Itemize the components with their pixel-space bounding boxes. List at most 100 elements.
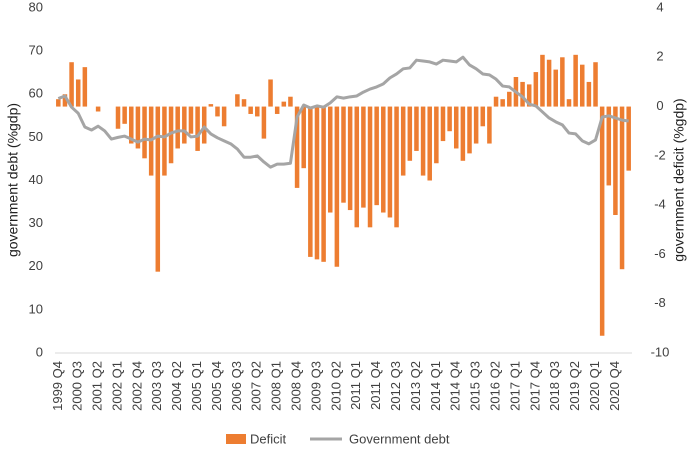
bar	[334, 106, 340, 267]
x-tick-label: 2018 Q3	[547, 361, 562, 411]
y2-tick-label: -10	[651, 344, 670, 359]
bar	[473, 106, 479, 144]
bar	[580, 64, 585, 107]
bar	[255, 106, 260, 117]
legend-swatch	[226, 434, 246, 444]
bar	[400, 106, 406, 176]
y2-axis-label: government deficit (%gdp)	[671, 98, 687, 261]
x-tick-label: 2011 Q4	[368, 361, 383, 410]
bar	[122, 106, 127, 124]
x-tick-label: 2012 Q3	[388, 361, 403, 411]
x-tick-label: 2019 Q2	[567, 361, 582, 411]
y-tick-label: 10	[29, 301, 43, 316]
bar	[321, 106, 326, 262]
y-tick-label: 40	[29, 172, 43, 187]
bar	[447, 106, 452, 132]
bar	[566, 99, 572, 107]
bar	[95, 106, 101, 112]
y2-tick-label: -6	[654, 246, 666, 261]
bar	[155, 106, 161, 272]
bar	[553, 69, 558, 107]
bar	[487, 106, 492, 144]
bar	[162, 106, 167, 176]
bar	[540, 54, 545, 107]
bar	[354, 106, 360, 228]
legend-label: Government debt	[349, 431, 450, 446]
x-tick-label: 2017 Q4	[527, 361, 542, 411]
y2-tick-label: 0	[656, 98, 663, 113]
bar	[268, 79, 273, 107]
bar	[69, 62, 74, 107]
y-tick-label: 50	[29, 129, 43, 144]
bar	[168, 106, 174, 164]
bar	[261, 106, 267, 139]
x-tick-label: 2014 Q4	[448, 361, 463, 411]
x-tick-label: 2003 Q3	[149, 361, 164, 411]
bar	[626, 106, 631, 171]
x-tick-label: 2015 Q3	[468, 361, 483, 411]
bar	[560, 57, 565, 107]
bar	[195, 106, 200, 151]
bar	[573, 54, 578, 107]
bar	[288, 96, 293, 107]
bar	[175, 106, 180, 149]
bar	[434, 106, 439, 164]
x-tick-label: 2009 Q3	[308, 361, 323, 411]
y-axis-label: government debt (%gdp)	[5, 103, 21, 257]
bar	[500, 99, 505, 107]
bar	[201, 106, 207, 144]
bar	[407, 106, 413, 161]
bar	[135, 106, 141, 149]
bar	[82, 67, 88, 107]
bar	[440, 106, 446, 142]
bar	[480, 106, 486, 127]
y2-tick-label: -2	[654, 147, 666, 162]
debt-line	[57, 55, 629, 169]
bar	[606, 106, 612, 186]
bar	[467, 106, 472, 154]
bar	[208, 104, 214, 107]
bar	[235, 94, 240, 107]
bar	[75, 79, 81, 107]
bar	[347, 106, 353, 211]
bar	[493, 96, 499, 107]
x-tick-label: 2010 Q2	[328, 361, 343, 411]
y2-tick-label: 4	[656, 0, 663, 14]
x-tick-label: 2008 Q1	[269, 361, 284, 411]
y2-tick-label: 2	[656, 49, 663, 64]
bar	[129, 106, 134, 144]
bar	[374, 106, 379, 206]
y-tick-label: 20	[29, 258, 43, 273]
x-tick-label: 2000 Q3	[70, 361, 85, 411]
bar	[619, 106, 625, 270]
bar	[381, 106, 386, 213]
x-tick-label: 2016 Q2	[487, 361, 502, 411]
x-tick-label: 1999 Q4	[50, 361, 65, 411]
x-tick-label: 2005 Q1	[189, 361, 204, 411]
y2-tick-label: -8	[654, 295, 666, 310]
y-tick-label: 0	[36, 344, 43, 359]
bar	[367, 106, 373, 228]
bar	[453, 106, 459, 149]
x-tick-label: 2001 Q2	[90, 361, 105, 411]
legend-label: Deficit	[250, 431, 287, 446]
x-tick-label: 2005 Q4	[209, 361, 224, 411]
x-tick-label: 2007 Q2	[249, 361, 264, 411]
bar	[613, 106, 618, 215]
x-tick-label: 2017 Q1	[507, 361, 522, 411]
bar	[62, 94, 68, 107]
bar	[327, 106, 333, 213]
bar	[593, 62, 598, 107]
bar	[420, 106, 426, 176]
bar	[394, 106, 399, 228]
x-tick-label: 2014 Q1	[428, 361, 443, 411]
y2-tick-label: -4	[654, 197, 666, 212]
bar	[361, 106, 366, 208]
bar	[520, 81, 525, 107]
bar	[387, 106, 393, 218]
bar	[314, 106, 320, 260]
y-tick-label: 70	[29, 43, 43, 58]
bar	[188, 106, 194, 134]
bar	[301, 106, 306, 169]
